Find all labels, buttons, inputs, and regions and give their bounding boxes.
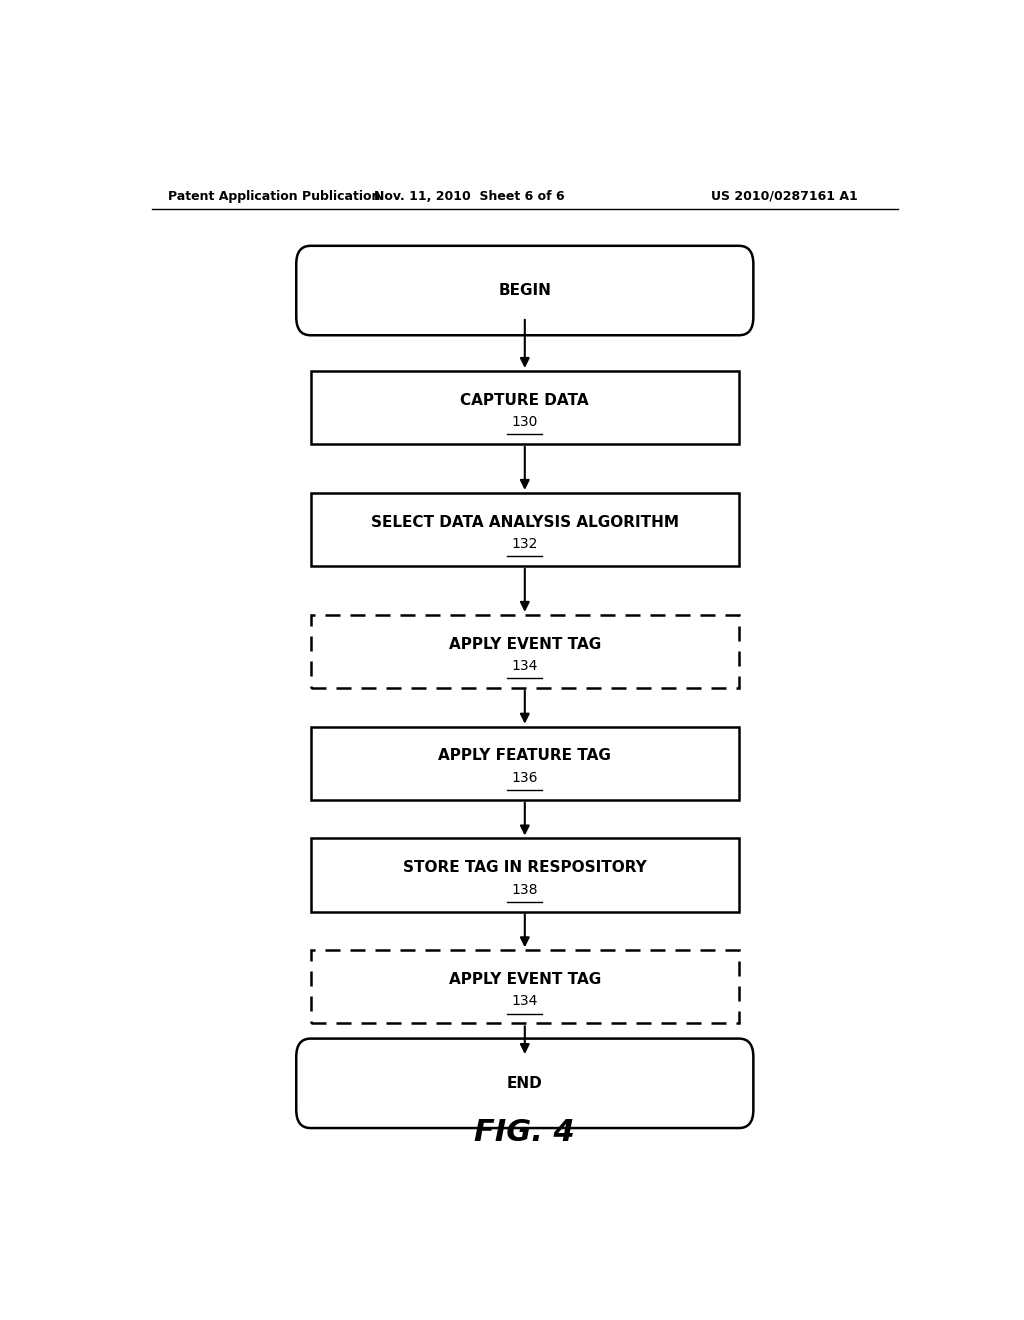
Text: APPLY EVENT TAG: APPLY EVENT TAG (449, 972, 601, 987)
Text: 134: 134 (512, 994, 538, 1008)
FancyBboxPatch shape (296, 1039, 754, 1129)
Text: 138: 138 (512, 883, 538, 896)
Text: 132: 132 (512, 537, 538, 550)
Text: 136: 136 (512, 771, 538, 785)
Text: Patent Application Publication: Patent Application Publication (168, 190, 380, 202)
FancyBboxPatch shape (310, 492, 739, 566)
Text: BEGIN: BEGIN (499, 282, 551, 298)
Text: FIG. 4: FIG. 4 (474, 1118, 575, 1147)
Text: APPLY FEATURE TAG: APPLY FEATURE TAG (438, 748, 611, 763)
FancyBboxPatch shape (310, 838, 739, 912)
FancyBboxPatch shape (310, 371, 739, 444)
Text: 130: 130 (512, 414, 538, 429)
Text: 134: 134 (512, 659, 538, 673)
FancyBboxPatch shape (310, 726, 739, 800)
Text: APPLY EVENT TAG: APPLY EVENT TAG (449, 636, 601, 652)
Text: US 2010/0287161 A1: US 2010/0287161 A1 (712, 190, 858, 202)
FancyBboxPatch shape (310, 615, 739, 688)
FancyBboxPatch shape (310, 950, 739, 1023)
Text: STORE TAG IN RESPOSITORY: STORE TAG IN RESPOSITORY (402, 861, 647, 875)
Text: SELECT DATA ANALYSIS ALGORITHM: SELECT DATA ANALYSIS ALGORITHM (371, 515, 679, 529)
Text: CAPTURE DATA: CAPTURE DATA (461, 392, 589, 408)
Text: Nov. 11, 2010  Sheet 6 of 6: Nov. 11, 2010 Sheet 6 of 6 (374, 190, 564, 202)
Text: END: END (507, 1076, 543, 1090)
FancyBboxPatch shape (296, 246, 754, 335)
